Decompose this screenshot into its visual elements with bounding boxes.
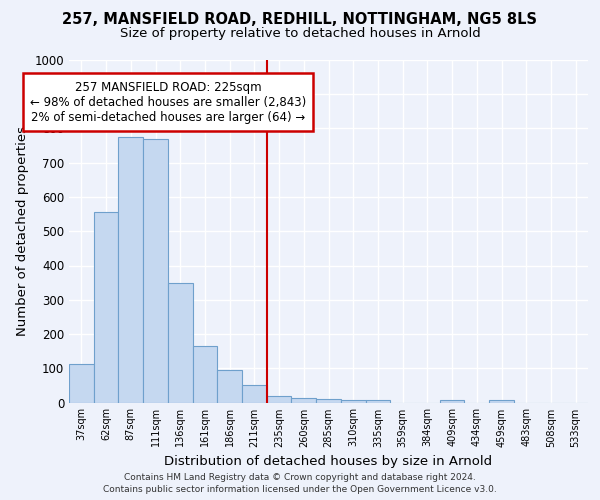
Text: 257 MANSFIELD ROAD: 225sqm
← 98% of detached houses are smaller (2,843)
2% of se: 257 MANSFIELD ROAD: 225sqm ← 98% of deta… <box>30 80 306 124</box>
Text: Contains public sector information licensed under the Open Government Licence v3: Contains public sector information licen… <box>103 485 497 494</box>
Bar <box>94 212 118 402</box>
Bar <box>242 386 267 402</box>
Bar <box>118 137 143 402</box>
Bar <box>440 400 464 402</box>
Bar <box>143 139 168 402</box>
Bar <box>69 364 94 403</box>
Bar <box>193 346 217 403</box>
Text: Contains HM Land Registry data © Crown copyright and database right 2024.: Contains HM Land Registry data © Crown c… <box>124 472 476 482</box>
Bar <box>168 284 193 403</box>
Bar <box>292 398 316 402</box>
Text: 257, MANSFIELD ROAD, REDHILL, NOTTINGHAM, NG5 8LS: 257, MANSFIELD ROAD, REDHILL, NOTTINGHAM… <box>62 12 538 28</box>
Bar <box>365 400 390 402</box>
Bar <box>341 400 365 402</box>
X-axis label: Distribution of detached houses by size in Arnold: Distribution of detached houses by size … <box>164 455 493 468</box>
Bar <box>316 399 341 402</box>
Bar <box>489 400 514 402</box>
Bar <box>217 370 242 402</box>
Y-axis label: Number of detached properties: Number of detached properties <box>16 126 29 336</box>
Bar <box>267 396 292 402</box>
Text: Size of property relative to detached houses in Arnold: Size of property relative to detached ho… <box>119 28 481 40</box>
